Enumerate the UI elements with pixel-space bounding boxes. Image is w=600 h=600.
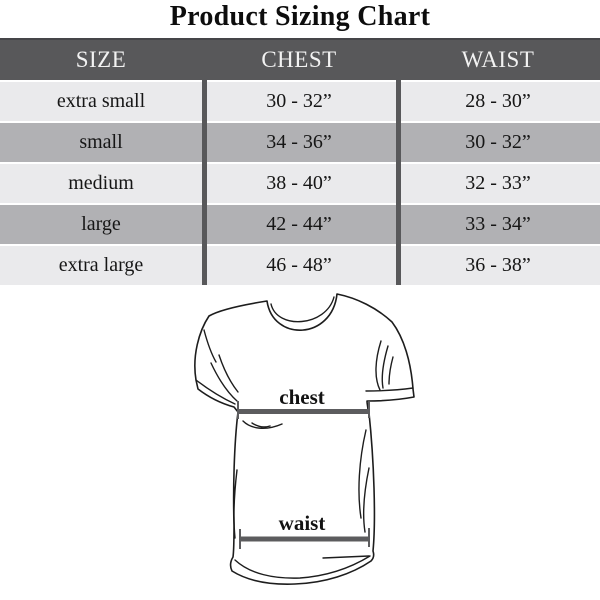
tshirt-diagram: chest waist <box>194 293 415 585</box>
cell-chest: 30 - 32” <box>266 90 332 112</box>
fold-line <box>233 469 238 539</box>
tshirt-outline <box>194 293 415 585</box>
fold-line <box>388 356 394 385</box>
cell-size: large <box>81 213 121 235</box>
cell-waist: 28 - 30” <box>465 90 531 112</box>
cell-chest: 38 - 40” <box>266 172 332 194</box>
fold-line <box>375 340 382 391</box>
cell-size: extra small <box>56 90 146 112</box>
hem-line <box>322 555 370 559</box>
header-cell-chest: CHEST <box>261 47 337 72</box>
cell-waist: 32 - 33” <box>465 172 531 194</box>
fold-line <box>218 354 239 393</box>
cell-chest: 46 - 48” <box>266 254 332 276</box>
left-cuff-line <box>195 379 236 405</box>
table-row: extra small 30 - 32” 28 - 30” <box>0 82 600 121</box>
header-cell-waist: WAIST <box>461 47 535 72</box>
waist-measure-tick <box>239 528 370 549</box>
chest-measure-tick <box>237 401 370 419</box>
fold-line <box>358 429 367 519</box>
table-row: medium 38 - 40” 32 - 33” <box>0 164 600 203</box>
fold-line <box>242 420 283 429</box>
hem-line <box>234 555 371 579</box>
cell-waist: 33 - 34” <box>465 213 531 235</box>
collar-line <box>270 296 335 323</box>
chest-label: chest <box>279 385 325 409</box>
fold-line <box>251 422 271 428</box>
table-row: extra large 46 - 48” 36 - 38” <box>0 246 600 285</box>
header-cell-size: SIZE <box>75 47 127 72</box>
cell-waist: 36 - 38” <box>465 254 531 276</box>
cell-chest: 42 - 44” <box>266 213 332 235</box>
fold-line <box>210 362 238 402</box>
table-body: extra small 30 - 32” 28 - 30” small 34 -… <box>0 82 600 285</box>
fold-line <box>362 467 370 533</box>
cell-size: extra large <box>58 254 144 276</box>
column-divider <box>396 80 401 285</box>
table-row: small 34 - 36” 30 - 32” <box>0 123 600 162</box>
fold-line <box>203 329 217 363</box>
right-cuff-line <box>365 387 414 392</box>
cell-size: small <box>79 131 123 153</box>
table-header-row: SIZE CHEST WAIST <box>0 38 600 80</box>
table-row: large 42 - 44” 33 - 34” <box>0 205 600 244</box>
cell-waist: 30 - 32” <box>465 131 531 153</box>
sizing-table: SIZE CHEST WAIST extra small 30 - 32” 28… <box>0 38 600 285</box>
cell-chest: 34 - 36” <box>266 131 332 153</box>
waist-label: waist <box>279 511 326 535</box>
page-title: Product Sizing Chart <box>169 1 431 32</box>
column-divider <box>202 80 207 285</box>
cell-size: medium <box>68 172 134 194</box>
fold-line <box>381 345 389 389</box>
